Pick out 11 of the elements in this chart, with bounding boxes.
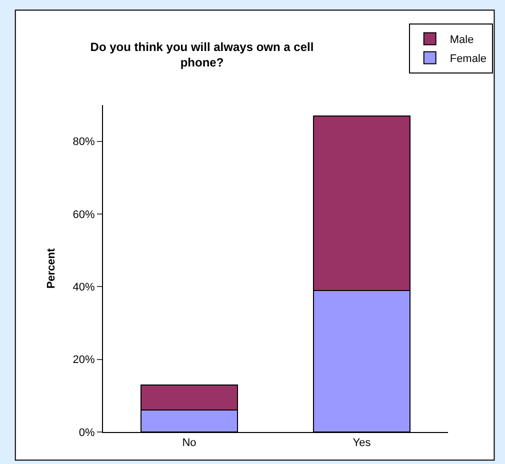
y-axis-title: Percent	[45, 248, 58, 289]
legend-label: Male	[450, 34, 474, 46]
y-tick-label: 0%	[78, 426, 96, 439]
y-tick-label: 60%	[72, 208, 96, 221]
chart-title: Do you think you will always own a cell phone?	[90, 40, 314, 70]
x-tick-label: No	[182, 437, 196, 450]
y-tick-label: 20%	[72, 354, 96, 366]
y-tick-label: 80%	[72, 136, 96, 148]
y-tick-label: 40%	[72, 282, 96, 294]
legend-label: Female	[450, 53, 487, 66]
x-tick-label: Yes	[352, 437, 372, 450]
